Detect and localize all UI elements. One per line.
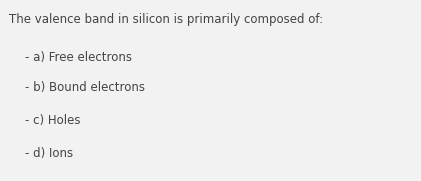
Text: - d) Ions: - d) Ions [25,147,73,160]
Text: - c) Holes: - c) Holes [25,114,81,127]
Text: - a) Free electrons: - a) Free electrons [25,51,132,64]
Text: - b) Bound electrons: - b) Bound electrons [25,81,145,94]
Text: The valence band in silicon is primarily composed of:: The valence band in silicon is primarily… [9,13,323,26]
